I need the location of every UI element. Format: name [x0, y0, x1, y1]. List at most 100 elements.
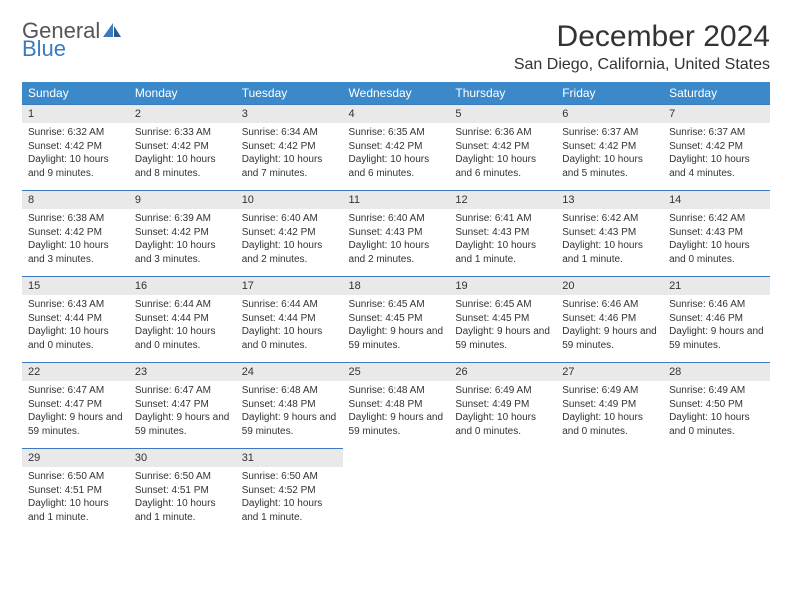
sunrise-text: Sunrise: 6:44 AM	[242, 298, 337, 312]
logo-sail-icon	[102, 22, 122, 38]
sunrise-text: Sunrise: 6:48 AM	[242, 384, 337, 398]
sunrise-text: Sunrise: 6:33 AM	[135, 126, 230, 140]
daylight-text: Daylight: 9 hours and 59 minutes.	[562, 325, 657, 352]
day-detail: Sunrise: 6:40 AMSunset: 4:42 PMDaylight:…	[236, 209, 343, 277]
daylight-text: Daylight: 10 hours and 2 minutes.	[242, 239, 337, 266]
daylight-text: Daylight: 10 hours and 0 minutes.	[455, 411, 550, 438]
sunset-text: Sunset: 4:42 PM	[135, 140, 230, 154]
sunrise-text: Sunrise: 6:39 AM	[135, 212, 230, 226]
daylight-text: Daylight: 10 hours and 0 minutes.	[562, 411, 657, 438]
sunrise-text: Sunrise: 6:47 AM	[135, 384, 230, 398]
day-detail: Sunrise: 6:42 AMSunset: 4:43 PMDaylight:…	[556, 209, 663, 277]
day-number: 27	[556, 363, 663, 382]
day-number: 13	[556, 191, 663, 210]
header: General Blue December 2024 San Diego, Ca…	[22, 20, 770, 76]
daylight-text: Daylight: 10 hours and 7 minutes.	[242, 153, 337, 180]
sunrise-text: Sunrise: 6:50 AM	[242, 470, 337, 484]
daylight-text: Daylight: 10 hours and 6 minutes.	[349, 153, 444, 180]
sunrise-text: Sunrise: 6:47 AM	[28, 384, 123, 398]
day-number: 14	[663, 191, 770, 210]
sunrise-text: Sunrise: 6:40 AM	[349, 212, 444, 226]
sunrise-text: Sunrise: 6:48 AM	[349, 384, 444, 398]
sunset-text: Sunset: 4:51 PM	[135, 484, 230, 498]
daylight-text: Daylight: 9 hours and 59 minutes.	[349, 411, 444, 438]
day-number: 21	[663, 277, 770, 296]
sunset-text: Sunset: 4:42 PM	[562, 140, 657, 154]
day-number: 31	[236, 449, 343, 468]
sunrise-text: Sunrise: 6:45 AM	[455, 298, 550, 312]
sunset-text: Sunset: 4:50 PM	[669, 398, 764, 412]
weekday-header: Sunday	[22, 82, 129, 105]
day-detail: Sunrise: 6:43 AMSunset: 4:44 PMDaylight:…	[22, 295, 129, 363]
day-detail	[343, 467, 450, 534]
sunset-text: Sunset: 4:48 PM	[242, 398, 337, 412]
daylight-text: Daylight: 9 hours and 59 minutes.	[349, 325, 444, 352]
sunset-text: Sunset: 4:44 PM	[242, 312, 337, 326]
sunset-text: Sunset: 4:42 PM	[242, 140, 337, 154]
day-number: 5	[449, 105, 556, 124]
sunset-text: Sunset: 4:47 PM	[135, 398, 230, 412]
sunrise-text: Sunrise: 6:46 AM	[669, 298, 764, 312]
calendar-table: SundayMondayTuesdayWednesdayThursdayFrid…	[22, 82, 770, 534]
sunset-text: Sunset: 4:45 PM	[455, 312, 550, 326]
daylight-text: Daylight: 10 hours and 0 minutes.	[135, 325, 230, 352]
daylight-text: Daylight: 10 hours and 0 minutes.	[669, 239, 764, 266]
day-detail: Sunrise: 6:38 AMSunset: 4:42 PMDaylight:…	[22, 209, 129, 277]
sunset-text: Sunset: 4:43 PM	[562, 226, 657, 240]
daylight-text: Daylight: 9 hours and 59 minutes.	[455, 325, 550, 352]
month-title: December 2024	[514, 20, 770, 54]
day-detail: Sunrise: 6:47 AMSunset: 4:47 PMDaylight:…	[129, 381, 236, 449]
day-number: 26	[449, 363, 556, 382]
weekday-header: Friday	[556, 82, 663, 105]
sunset-text: Sunset: 4:48 PM	[349, 398, 444, 412]
day-detail: Sunrise: 6:46 AMSunset: 4:46 PMDaylight:…	[556, 295, 663, 363]
day-detail: Sunrise: 6:35 AMSunset: 4:42 PMDaylight:…	[343, 123, 450, 191]
sunset-text: Sunset: 4:43 PM	[669, 226, 764, 240]
weekday-header: Wednesday	[343, 82, 450, 105]
day-detail: Sunrise: 6:50 AMSunset: 4:51 PMDaylight:…	[22, 467, 129, 534]
day-number: 3	[236, 105, 343, 124]
day-detail: Sunrise: 6:33 AMSunset: 4:42 PMDaylight:…	[129, 123, 236, 191]
day-detail: Sunrise: 6:48 AMSunset: 4:48 PMDaylight:…	[236, 381, 343, 449]
sunset-text: Sunset: 4:46 PM	[562, 312, 657, 326]
day-number: 16	[129, 277, 236, 296]
sunrise-text: Sunrise: 6:46 AM	[562, 298, 657, 312]
sunrise-text: Sunrise: 6:42 AM	[669, 212, 764, 226]
sunset-text: Sunset: 4:45 PM	[349, 312, 444, 326]
sunrise-text: Sunrise: 6:50 AM	[135, 470, 230, 484]
sunset-text: Sunset: 4:51 PM	[28, 484, 123, 498]
day-detail: Sunrise: 6:45 AMSunset: 4:45 PMDaylight:…	[343, 295, 450, 363]
day-detail	[449, 467, 556, 534]
daylight-text: Daylight: 10 hours and 0 minutes.	[28, 325, 123, 352]
day-detail	[556, 467, 663, 534]
day-number: 22	[22, 363, 129, 382]
sunrise-text: Sunrise: 6:44 AM	[135, 298, 230, 312]
sunset-text: Sunset: 4:42 PM	[242, 226, 337, 240]
day-number: 23	[129, 363, 236, 382]
day-number: 29	[22, 449, 129, 468]
daylight-text: Daylight: 9 hours and 59 minutes.	[28, 411, 123, 438]
sunset-text: Sunset: 4:42 PM	[669, 140, 764, 154]
sunset-text: Sunset: 4:47 PM	[28, 398, 123, 412]
sunrise-text: Sunrise: 6:34 AM	[242, 126, 337, 140]
sunrise-text: Sunrise: 6:41 AM	[455, 212, 550, 226]
sunrise-text: Sunrise: 6:49 AM	[562, 384, 657, 398]
location: San Diego, California, United States	[514, 56, 770, 74]
sunrise-text: Sunrise: 6:37 AM	[562, 126, 657, 140]
sunrise-text: Sunrise: 6:36 AM	[455, 126, 550, 140]
sunset-text: Sunset: 4:44 PM	[28, 312, 123, 326]
day-detail: Sunrise: 6:48 AMSunset: 4:48 PMDaylight:…	[343, 381, 450, 449]
daylight-text: Daylight: 10 hours and 3 minutes.	[28, 239, 123, 266]
sunrise-text: Sunrise: 6:40 AM	[242, 212, 337, 226]
day-number: 17	[236, 277, 343, 296]
daylight-text: Daylight: 10 hours and 1 minute.	[455, 239, 550, 266]
daylight-text: Daylight: 10 hours and 1 minute.	[135, 497, 230, 524]
day-number: 20	[556, 277, 663, 296]
day-detail: Sunrise: 6:47 AMSunset: 4:47 PMDaylight:…	[22, 381, 129, 449]
weekday-header: Thursday	[449, 82, 556, 105]
day-detail: Sunrise: 6:39 AMSunset: 4:42 PMDaylight:…	[129, 209, 236, 277]
sunset-text: Sunset: 4:52 PM	[242, 484, 337, 498]
sunset-text: Sunset: 4:42 PM	[135, 226, 230, 240]
day-detail: Sunrise: 6:44 AMSunset: 4:44 PMDaylight:…	[236, 295, 343, 363]
day-number: 1	[22, 105, 129, 124]
